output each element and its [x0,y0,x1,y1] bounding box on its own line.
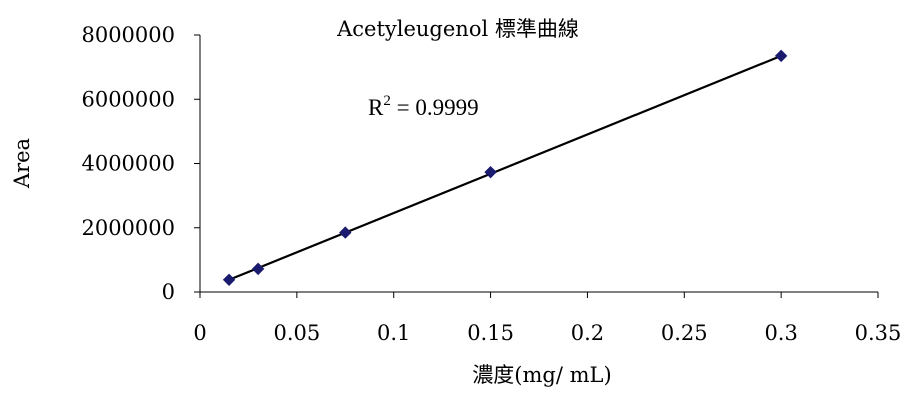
r-label: R [368,95,384,120]
y-ticks: 0 2000000 4000000 6000000 8000000 [81,23,200,304]
x-axis-title: 濃度(mg/ mL) [472,363,611,387]
r-squared-annotation: R2 = 0.9999 [368,93,479,120]
x-tick-label: 0.35 [855,321,902,345]
data-point-marker [774,49,788,63]
r-value: = 0.9999 [391,95,479,120]
x-tick-label: 0.25 [661,321,708,345]
y-axis-title: Area [10,138,34,189]
y-tick-label: 8000000 [81,23,175,47]
y-tick-label: 0 [162,280,175,304]
x-tick-label: 0 [193,321,206,345]
r-superscript: 2 [383,93,391,109]
chart-title: Acetyleugenol 標準曲線 [336,17,579,41]
data-point-marker [222,273,236,286]
x-tick-label: 0.3 [764,321,797,345]
data-point-marker [339,226,352,239]
data-point-marker [484,165,497,179]
y-tick-label: 4000000 [81,152,175,176]
x-ticks: 0 0.05 0.1 0.15 0.2 0.25 0.3 0.35 [193,292,901,345]
x-tick-label: 0.2 [571,321,604,345]
x-tick-label: 0.05 [273,321,320,345]
data-point-marker [251,262,265,276]
x-tick-label: 0.15 [467,321,514,345]
data-points [222,49,788,286]
y-tick-label: 6000000 [81,87,175,111]
trendline [228,54,782,281]
x-tick-label: 0.1 [377,321,410,345]
y-tick-label: 2000000 [81,216,175,240]
